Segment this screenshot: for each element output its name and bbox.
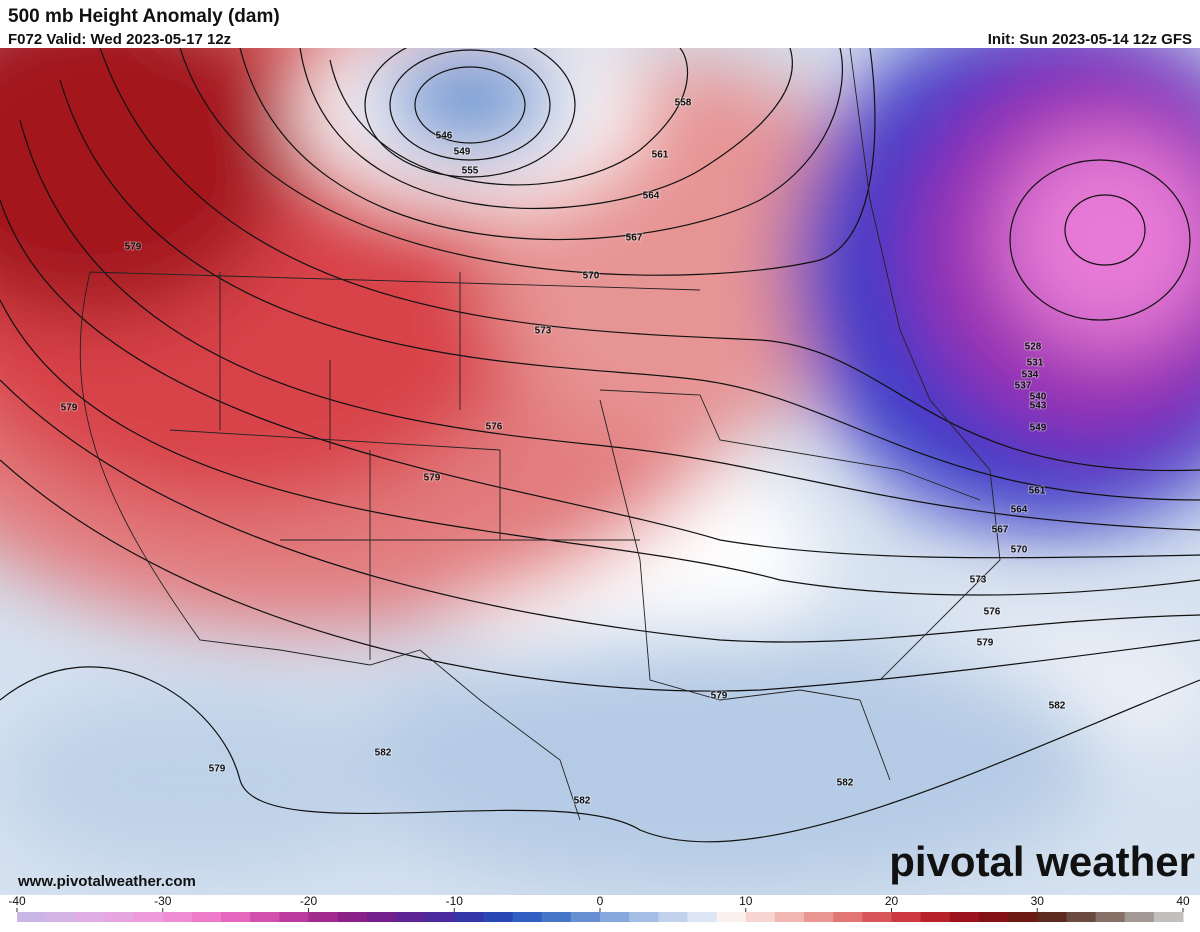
colorbar-swatch — [104, 912, 135, 922]
colorbar-swatch — [337, 912, 368, 922]
contour-label: 537 — [1015, 381, 1032, 392]
contour-label: 579 — [209, 764, 226, 775]
colorbar-swatch — [191, 912, 222, 922]
colorbar-swatch — [279, 912, 309, 922]
colorbar-swatch — [804, 912, 834, 922]
colorbar-swatch — [1066, 912, 1097, 922]
colorbar-swatch — [862, 912, 892, 922]
contour-label: 582 — [375, 748, 392, 759]
contour-label: 582 — [1049, 701, 1066, 712]
colorbar-swatch — [17, 912, 47, 922]
colorbar-tick-label: -30 — [154, 894, 172, 908]
colorbar-swatch — [250, 912, 280, 922]
contour-label: 546 — [436, 131, 453, 142]
contour-label: 549 — [454, 147, 471, 158]
contour-label: 567 — [626, 233, 643, 244]
contour-label: 531 — [1027, 358, 1044, 369]
colorbar-swatch — [745, 912, 776, 922]
colorbar-swatch — [366, 912, 397, 922]
watermark: pivotal weather — [889, 838, 1195, 885]
map: 5465495555585615645675705735765795795795… — [0, 48, 1200, 895]
contour-label: 570 — [583, 271, 600, 282]
colorbar-tick-label: 20 — [885, 894, 899, 908]
colorbar-swatch — [949, 912, 980, 922]
colorbar-swatch — [1153, 912, 1184, 922]
colorbar-tick-label: -10 — [446, 894, 464, 908]
contour-label: 564 — [1011, 505, 1028, 516]
colorbar-tick-label: -40 — [8, 894, 26, 908]
valid-time: F072 Valid: Wed 2023-05-17 12z — [8, 31, 231, 48]
init-time: Init: Sun 2023-05-14 12z GFS — [988, 31, 1192, 48]
colorbar-swatch — [75, 912, 105, 922]
colorbar-swatch — [1008, 912, 1038, 922]
colorbar-swatch — [133, 912, 164, 922]
colorbar-swatch — [1095, 912, 1126, 922]
colorbar-swatch — [658, 912, 688, 922]
colorbar: -40 -30 -20 -10 0 10 20 30 40 — [8, 894, 1190, 922]
colorbar-swatch — [221, 912, 251, 922]
colorbar-tick-label: 10 — [739, 894, 753, 908]
colorbar-swatch — [395, 912, 426, 922]
colorbar-swatch — [629, 912, 659, 922]
colorbar-swatch — [454, 912, 484, 922]
contour-label: 549 — [1030, 423, 1047, 434]
contours — [0, 48, 1200, 843]
colorbar-swatch — [46, 912, 76, 922]
colorbar-swatch — [308, 912, 339, 922]
contour-label: 558 — [675, 98, 692, 109]
contour-label: 573 — [535, 326, 552, 337]
colorbar-tick-label: 40 — [1176, 894, 1190, 908]
colorbar-swatch — [512, 912, 543, 922]
contour-label: 567 — [992, 525, 1009, 536]
colorbar-swatch — [570, 912, 601, 922]
contour-label: 579 — [125, 242, 142, 253]
colorbar-swatch — [425, 912, 455, 922]
colorbar-swatch — [891, 912, 922, 922]
contour-label: 582 — [574, 796, 591, 807]
contour-label: 579 — [711, 691, 728, 702]
colorbar-swatch — [978, 912, 1009, 922]
contour-label: 528 — [1025, 342, 1042, 353]
contour-label: 561 — [652, 150, 669, 161]
contour-label: 579 — [424, 473, 441, 484]
contour-label: 576 — [486, 422, 503, 433]
source-url: www.pivotalweather.com — [17, 873, 196, 890]
contour-label: 576 — [984, 607, 1001, 618]
colorbar-swatch — [687, 912, 718, 922]
contour-label: 543 — [1030, 401, 1047, 412]
colorbar-tick-label: 30 — [1031, 894, 1045, 908]
colorbar-swatch — [920, 912, 951, 922]
colorbar-swatch — [162, 912, 193, 922]
colorbar-swatch — [541, 912, 572, 922]
contour-label: 555 — [462, 166, 479, 177]
contour-label: 582 — [837, 778, 854, 789]
title: 500 mb Height Anomaly (dam) — [8, 6, 280, 27]
colorbar-tick-label: -20 — [300, 894, 318, 908]
colorbar-swatch — [774, 912, 805, 922]
contour-label: 564 — [643, 191, 660, 202]
contour-label: 573 — [970, 575, 987, 586]
contour-label: 561 — [1029, 486, 1046, 497]
contour-label: 579 — [61, 403, 78, 414]
colorbar-swatch — [483, 912, 514, 922]
colorbar-swatch — [716, 912, 747, 922]
contour-label: 570 — [1011, 545, 1028, 556]
contour-label: 534 — [1022, 370, 1039, 381]
colorbar-swatch — [600, 912, 630, 922]
colorbar-swatch — [1124, 912, 1155, 922]
colorbar-swatch — [833, 912, 863, 922]
borders — [79, 48, 1001, 821]
contour-label: 540 — [1030, 392, 1047, 403]
colorbar-swatch — [1037, 912, 1067, 922]
colorbar-tick-label: 0 — [597, 894, 604, 908]
contour-label: 579 — [977, 638, 994, 649]
